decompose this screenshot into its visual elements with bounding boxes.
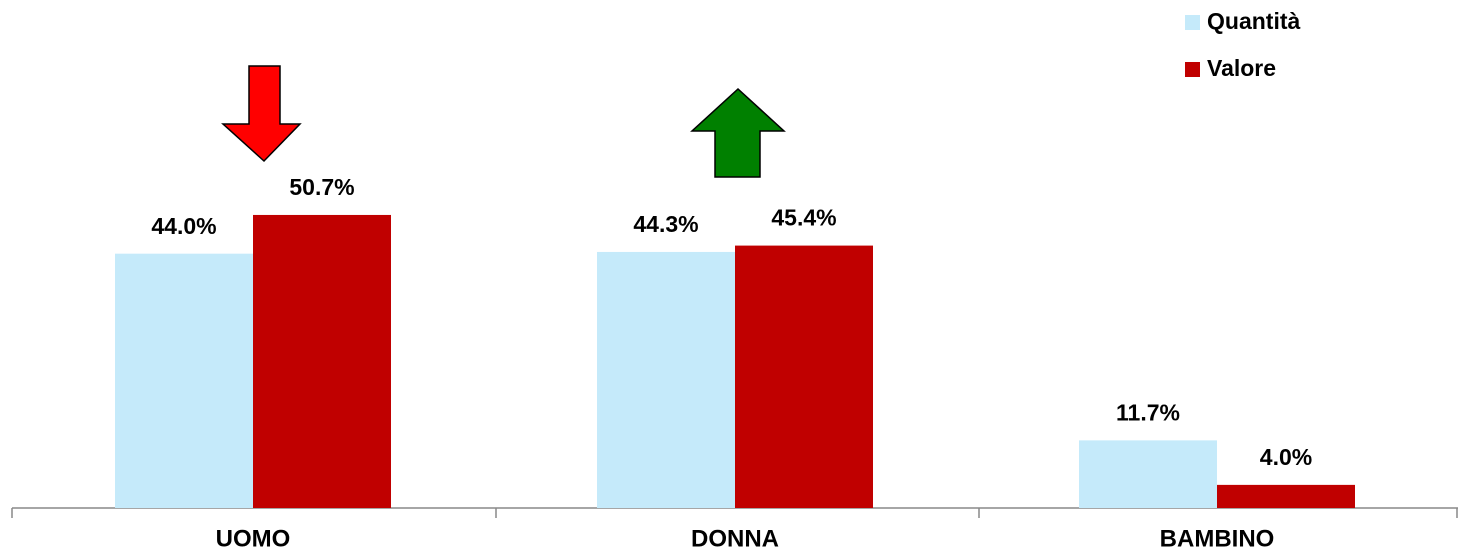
bar: [597, 251, 735, 509]
x-tick-label: BAMBINO: [1160, 525, 1275, 552]
value-label: 4.0%: [1260, 444, 1312, 470]
bar: [253, 214, 391, 509]
value-label: 44.0%: [151, 213, 216, 239]
legend-label: Valore: [1207, 55, 1276, 81]
x-tick-label: DONNA: [691, 525, 779, 552]
legend-swatch: [1185, 15, 1200, 30]
value-label: 50.7%: [289, 174, 354, 200]
value-label: 11.7%: [1116, 399, 1180, 425]
category-ticks: [11, 508, 1458, 518]
bar: [1079, 440, 1217, 508]
legend-label: Quantità: [1207, 8, 1300, 34]
value-label: 45.4%: [771, 205, 836, 231]
bar: [115, 253, 253, 508]
up-arrow: [690, 87, 786, 178]
value-label: 44.3%: [633, 211, 698, 237]
legend-swatch: [1185, 62, 1200, 77]
bar: [1217, 484, 1355, 508]
x-tick-label: UOMO: [216, 525, 291, 552]
down-arrow: [221, 65, 302, 163]
bar: [735, 245, 873, 508]
